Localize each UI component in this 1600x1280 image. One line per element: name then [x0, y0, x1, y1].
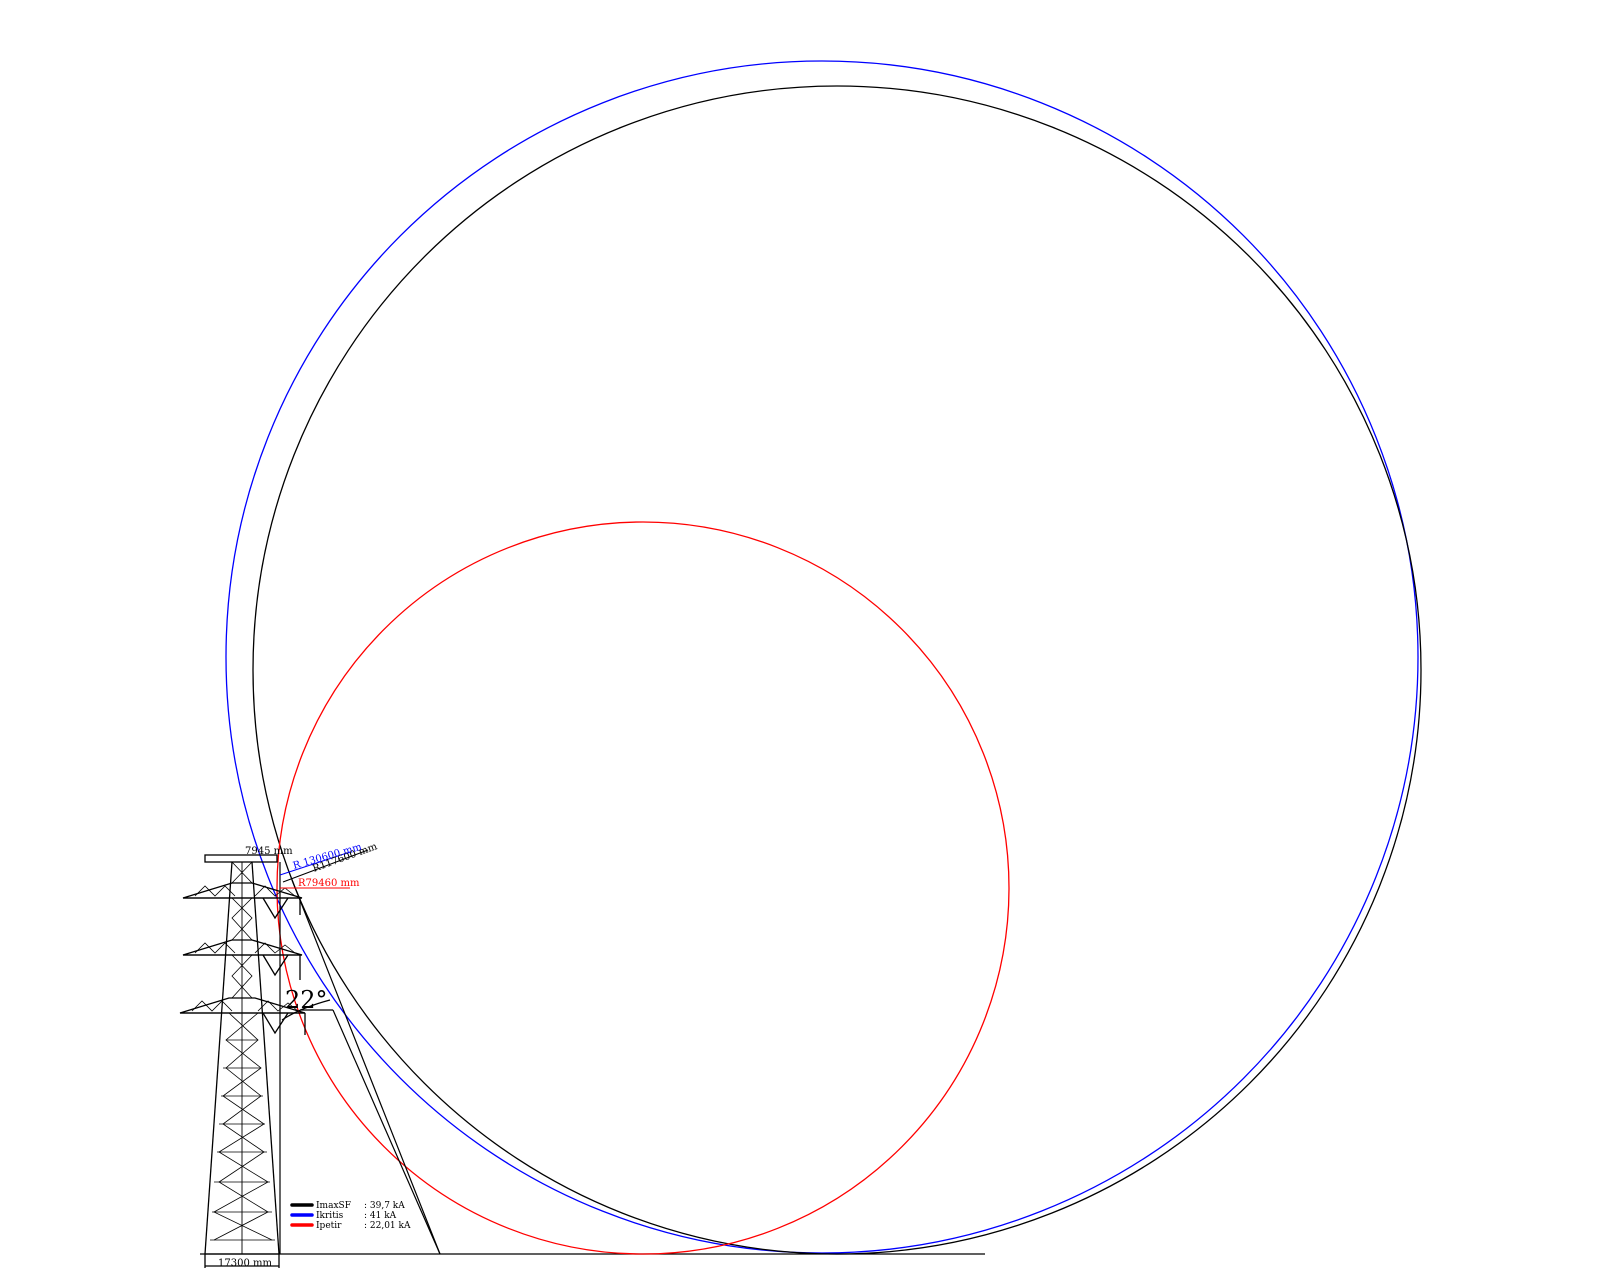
radius-red-label: R79460 mm: [298, 878, 360, 889]
circle-blue-radius: [225, 60, 1419, 1254]
shield-angle-label: 22°: [285, 986, 328, 1014]
base-width-label: 17300 mm: [218, 1258, 272, 1269]
shield-angle-lines: [279, 862, 441, 1255]
circle-red-radius: [276, 521, 1010, 1255]
legend-value: : 39,7 kA: [364, 1201, 405, 1211]
legend: I​max​SF : 39,7 kA I​kritis : 41 kA I​pe…: [290, 1201, 411, 1231]
legend-item-imaxsf: I​max​SF : 39,7 kA: [290, 1201, 405, 1211]
legend-item-ipetir: I​petir : 22,01 kA: [290, 1221, 411, 1231]
legend-value: : 41 kA: [364, 1211, 397, 1221]
radius-blue-leader: [279, 851, 351, 876]
radius-black-leader: [282, 849, 369, 883]
legend-name: I​kritis: [316, 1211, 344, 1221]
legend-name: I​petir: [316, 1221, 342, 1231]
transmission-tower: [179, 854, 306, 1268]
top-width-label: 7945 mm: [245, 846, 293, 857]
legend-item-ikritis: I​kritis : 41 kA: [290, 1211, 397, 1221]
circle-black-radius: [252, 85, 1422, 1255]
legend-name: I​max​SF: [316, 1201, 351, 1211]
legend-value: : 22,01 kA: [364, 1221, 411, 1231]
